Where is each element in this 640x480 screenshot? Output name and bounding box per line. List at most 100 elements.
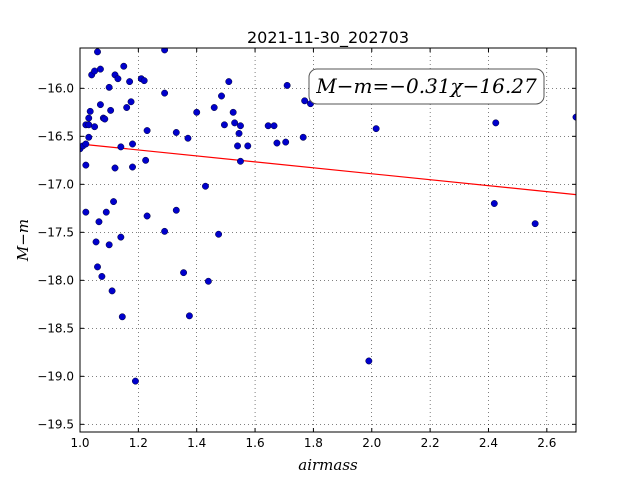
data-point bbox=[114, 75, 122, 83]
data-point bbox=[127, 98, 135, 106]
data-point bbox=[120, 62, 128, 70]
data-point bbox=[273, 139, 281, 147]
data-point bbox=[105, 83, 113, 91]
data-point bbox=[107, 106, 115, 114]
data-point bbox=[126, 78, 134, 86]
data-point bbox=[143, 212, 151, 220]
data-point bbox=[91, 123, 99, 131]
data-point bbox=[92, 238, 100, 246]
y-tick-label: −16.0 bbox=[37, 81, 74, 95]
y-tick-label: −19.5 bbox=[37, 417, 74, 431]
data-point bbox=[204, 277, 212, 285]
data-point bbox=[234, 142, 242, 150]
y-tick-label: −18.0 bbox=[37, 273, 74, 287]
x-tick-label: 1.8 bbox=[304, 436, 323, 450]
data-point bbox=[282, 138, 290, 146]
data-point bbox=[108, 287, 116, 295]
data-point bbox=[185, 312, 193, 320]
data-point bbox=[220, 121, 228, 129]
data-point bbox=[210, 104, 218, 111]
data-point bbox=[117, 143, 125, 151]
annotation-box bbox=[308, 68, 545, 105]
data-point bbox=[82, 161, 90, 169]
x-axis-label: airmass bbox=[298, 456, 358, 474]
data-point bbox=[143, 127, 151, 135]
data-point bbox=[94, 263, 101, 271]
data-point bbox=[105, 241, 113, 249]
chart-title: 2021-11-30_202703 bbox=[247, 28, 409, 48]
data-point bbox=[372, 125, 380, 133]
data-point bbox=[264, 122, 272, 130]
data-point bbox=[365, 357, 373, 365]
data-point bbox=[161, 89, 169, 97]
data-point bbox=[231, 119, 239, 127]
x-tick-label: 2.4 bbox=[479, 436, 498, 450]
x-tick-label: 1.0 bbox=[70, 436, 89, 450]
data-point bbox=[492, 119, 500, 127]
data-point bbox=[82, 208, 90, 216]
data-point bbox=[161, 227, 169, 235]
x-tick-label: 2.0 bbox=[362, 436, 381, 450]
fit-line-layer bbox=[80, 143, 576, 196]
data-points bbox=[80, 48, 576, 385]
x-tick-label: 1.2 bbox=[129, 436, 148, 450]
data-point bbox=[142, 156, 150, 164]
data-point bbox=[117, 233, 125, 241]
data-point bbox=[283, 81, 291, 89]
data-point bbox=[490, 200, 498, 207]
y-tick-label: −19.0 bbox=[37, 369, 74, 383]
data-point bbox=[96, 101, 104, 109]
data-point bbox=[123, 104, 131, 111]
x-axis-ticks: 1.0 1.2 1.4 1.6 1.8 2.0 2.2 2.4 2.6 bbox=[70, 48, 556, 450]
x-tick-label: 2.2 bbox=[421, 436, 440, 450]
data-point bbox=[85, 114, 93, 122]
data-point bbox=[301, 97, 309, 105]
data-point bbox=[229, 108, 237, 116]
data-point bbox=[225, 78, 233, 86]
data-point bbox=[82, 140, 90, 148]
x-tick-label: 1.6 bbox=[246, 436, 265, 450]
data-point bbox=[131, 377, 139, 385]
data-point bbox=[193, 108, 201, 116]
data-point bbox=[102, 208, 110, 216]
data-point bbox=[172, 129, 180, 136]
y-tick-label: −17.0 bbox=[37, 177, 74, 191]
y-axis-ticks: −16.0 −16.5 −17.0 −17.5 −18.0 −18.5 −19.0 −19.5 bbox=[37, 81, 576, 431]
data-point bbox=[235, 129, 243, 137]
data-point bbox=[85, 121, 93, 129]
fit-line bbox=[80, 143, 576, 196]
fit-equation-annotation: M−m=−0.31χ−16.27 bbox=[308, 68, 545, 105]
y-axis-label: M−m bbox=[14, 219, 32, 262]
data-point bbox=[129, 163, 136, 171]
data-point bbox=[244, 142, 252, 150]
data-point bbox=[237, 157, 244, 165]
y-tick-label: −16.5 bbox=[37, 129, 74, 143]
data-point bbox=[91, 67, 99, 75]
data-point bbox=[299, 133, 307, 141]
data-point bbox=[161, 48, 169, 54]
data-point bbox=[96, 65, 104, 73]
data-point bbox=[111, 164, 119, 172]
data-point bbox=[215, 230, 223, 238]
data-point bbox=[237, 122, 244, 130]
data-point bbox=[218, 92, 225, 100]
data-point bbox=[531, 220, 539, 228]
data-point bbox=[180, 269, 188, 277]
data-point bbox=[94, 48, 101, 56]
data-point bbox=[118, 313, 126, 321]
data-point bbox=[95, 218, 103, 226]
y-tick-label: −18.5 bbox=[37, 321, 74, 335]
data-point bbox=[86, 107, 94, 115]
data-point bbox=[101, 115, 109, 123]
data-point bbox=[172, 206, 180, 214]
data-point bbox=[85, 133, 93, 141]
x-tick-label: 2.6 bbox=[537, 436, 556, 450]
data-point bbox=[129, 140, 136, 148]
data-point bbox=[140, 77, 148, 85]
fit-equation-text: M−m=−0.31χ−16.27 bbox=[315, 74, 537, 98]
y-tick-label: −17.5 bbox=[37, 225, 74, 239]
data-point bbox=[98, 273, 106, 280]
x-tick-label: 1.4 bbox=[187, 436, 206, 450]
data-point bbox=[184, 134, 192, 142]
